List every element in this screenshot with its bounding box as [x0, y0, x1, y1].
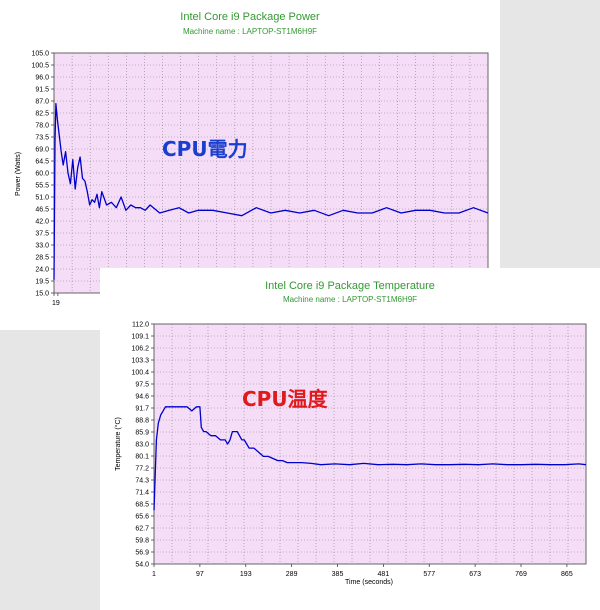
- y-tick-label: 88.8: [135, 418, 149, 425]
- y-tick-label: 100.4: [131, 370, 149, 377]
- x-tick-label: 769: [515, 571, 527, 578]
- x-tick-label: 9: [56, 300, 60, 307]
- temperature-chart-panel: Intel Core i9 Package Temperature Machin…: [100, 268, 600, 610]
- x-tick-label: 385: [332, 571, 344, 578]
- y-tick-label: 91.5: [35, 87, 49, 94]
- y-tick-label: 64.5: [35, 159, 49, 166]
- x-tick-label: 481: [378, 571, 390, 578]
- y-tick-label: 68.5: [135, 502, 149, 509]
- chart-title: Intel Core i9 Package Temperature: [265, 280, 435, 292]
- y-tick-label: 59.8: [135, 538, 149, 545]
- x-tick-label: 673: [469, 571, 481, 578]
- x-tick-label: 865: [561, 571, 573, 578]
- x-axis-label: Time (seconds): [345, 579, 393, 586]
- y-tick-label: 94.6: [135, 394, 149, 401]
- y-tick-label: 87.0: [35, 99, 49, 106]
- y-tick-label: 109.1: [131, 334, 149, 341]
- x-tick-label: 1: [52, 300, 56, 307]
- x-tick-label: 193: [240, 571, 252, 578]
- plot-area: 15.0 19.5 24.0 28.5 33.0 37.5 42.0 46.5 51.0 55.5…: [31, 51, 489, 307]
- y-tick-label: 62.7: [135, 526, 149, 533]
- y-axis-label: Temperature (°C): [114, 417, 122, 471]
- y-tick-label: 91.7: [135, 406, 149, 413]
- y-tick-label: 105.0: [31, 51, 49, 58]
- y-tick-label: 83.0: [135, 442, 149, 449]
- y-tick-label: 51.0: [35, 195, 49, 202]
- y-tick-label: 46.5: [35, 207, 49, 214]
- y-tick-label: 54.0: [135, 562, 149, 569]
- y-tick-label: 28.5: [35, 255, 49, 262]
- series-line: [153, 406, 587, 511]
- temperature-chart: Intel Core i9 Package Temperature Machin…: [114, 280, 587, 586]
- x-tick-label: 97: [196, 571, 204, 578]
- x-tick-label: 1: [152, 571, 156, 578]
- y-tick-label: 112.0: [132, 322, 149, 329]
- x-tick-label: 577: [423, 571, 435, 578]
- power-chart: Intel Core i9 Package Power Machine name…: [15, 11, 489, 307]
- y-tick-label: 55.5: [35, 183, 49, 190]
- y-tick-label: 33.0: [35, 243, 49, 250]
- cpu-power-annotation: CPU電力: [162, 137, 248, 161]
- y-tick-label: 106.2: [131, 346, 149, 353]
- y-tick-label: 97.5: [135, 382, 149, 389]
- y-tick-label: 24.0: [35, 267, 49, 274]
- y-tick-label: 37.5: [35, 231, 49, 238]
- y-tick-label: 56.9: [135, 550, 149, 557]
- chart-subtitle: Machine name : LAPTOP-ST1M6H9F: [183, 27, 317, 36]
- y-tick-label: 82.5: [35, 111, 49, 118]
- y-tick-label: 73.5: [35, 135, 49, 142]
- y-tick-label: 96.0: [35, 75, 49, 82]
- y-tick-label: 77.2: [135, 466, 149, 473]
- y-tick-label: 74.3: [135, 478, 149, 485]
- y-tick-label: 80.1: [135, 454, 149, 461]
- y-tick-label: 103.3: [131, 358, 149, 365]
- chart-title: Intel Core i9 Package Power: [180, 11, 320, 23]
- plot-area: 54.0 56.9 59.8 62.7 65.6 68.5 71.4 74.3 77.2 80.1…: [131, 322, 587, 578]
- x-tick-label: 289: [286, 571, 298, 578]
- series-line: [53, 103, 489, 280]
- y-tick-label: 15.0: [35, 291, 49, 298]
- y-tick-label: 85.9: [135, 430, 149, 437]
- y-tick-label: 42.0: [35, 219, 49, 226]
- y-tick-label: 65.6: [135, 514, 149, 521]
- y-tick-label: 78.0: [35, 123, 49, 130]
- y-tick-label: 71.4: [135, 490, 149, 497]
- y-axis-label: Power (Watts): [15, 152, 22, 196]
- chart-subtitle: Machine name : LAPTOP-ST1M6H9F: [283, 295, 417, 304]
- y-tick-label: 69.0: [35, 147, 49, 154]
- y-tick-label: 100.5: [31, 63, 49, 70]
- y-tick-label: 19.5: [35, 279, 49, 286]
- y-tick-label: 60.0: [35, 171, 49, 178]
- cpu-temperature-annotation: CPU温度: [242, 387, 329, 411]
